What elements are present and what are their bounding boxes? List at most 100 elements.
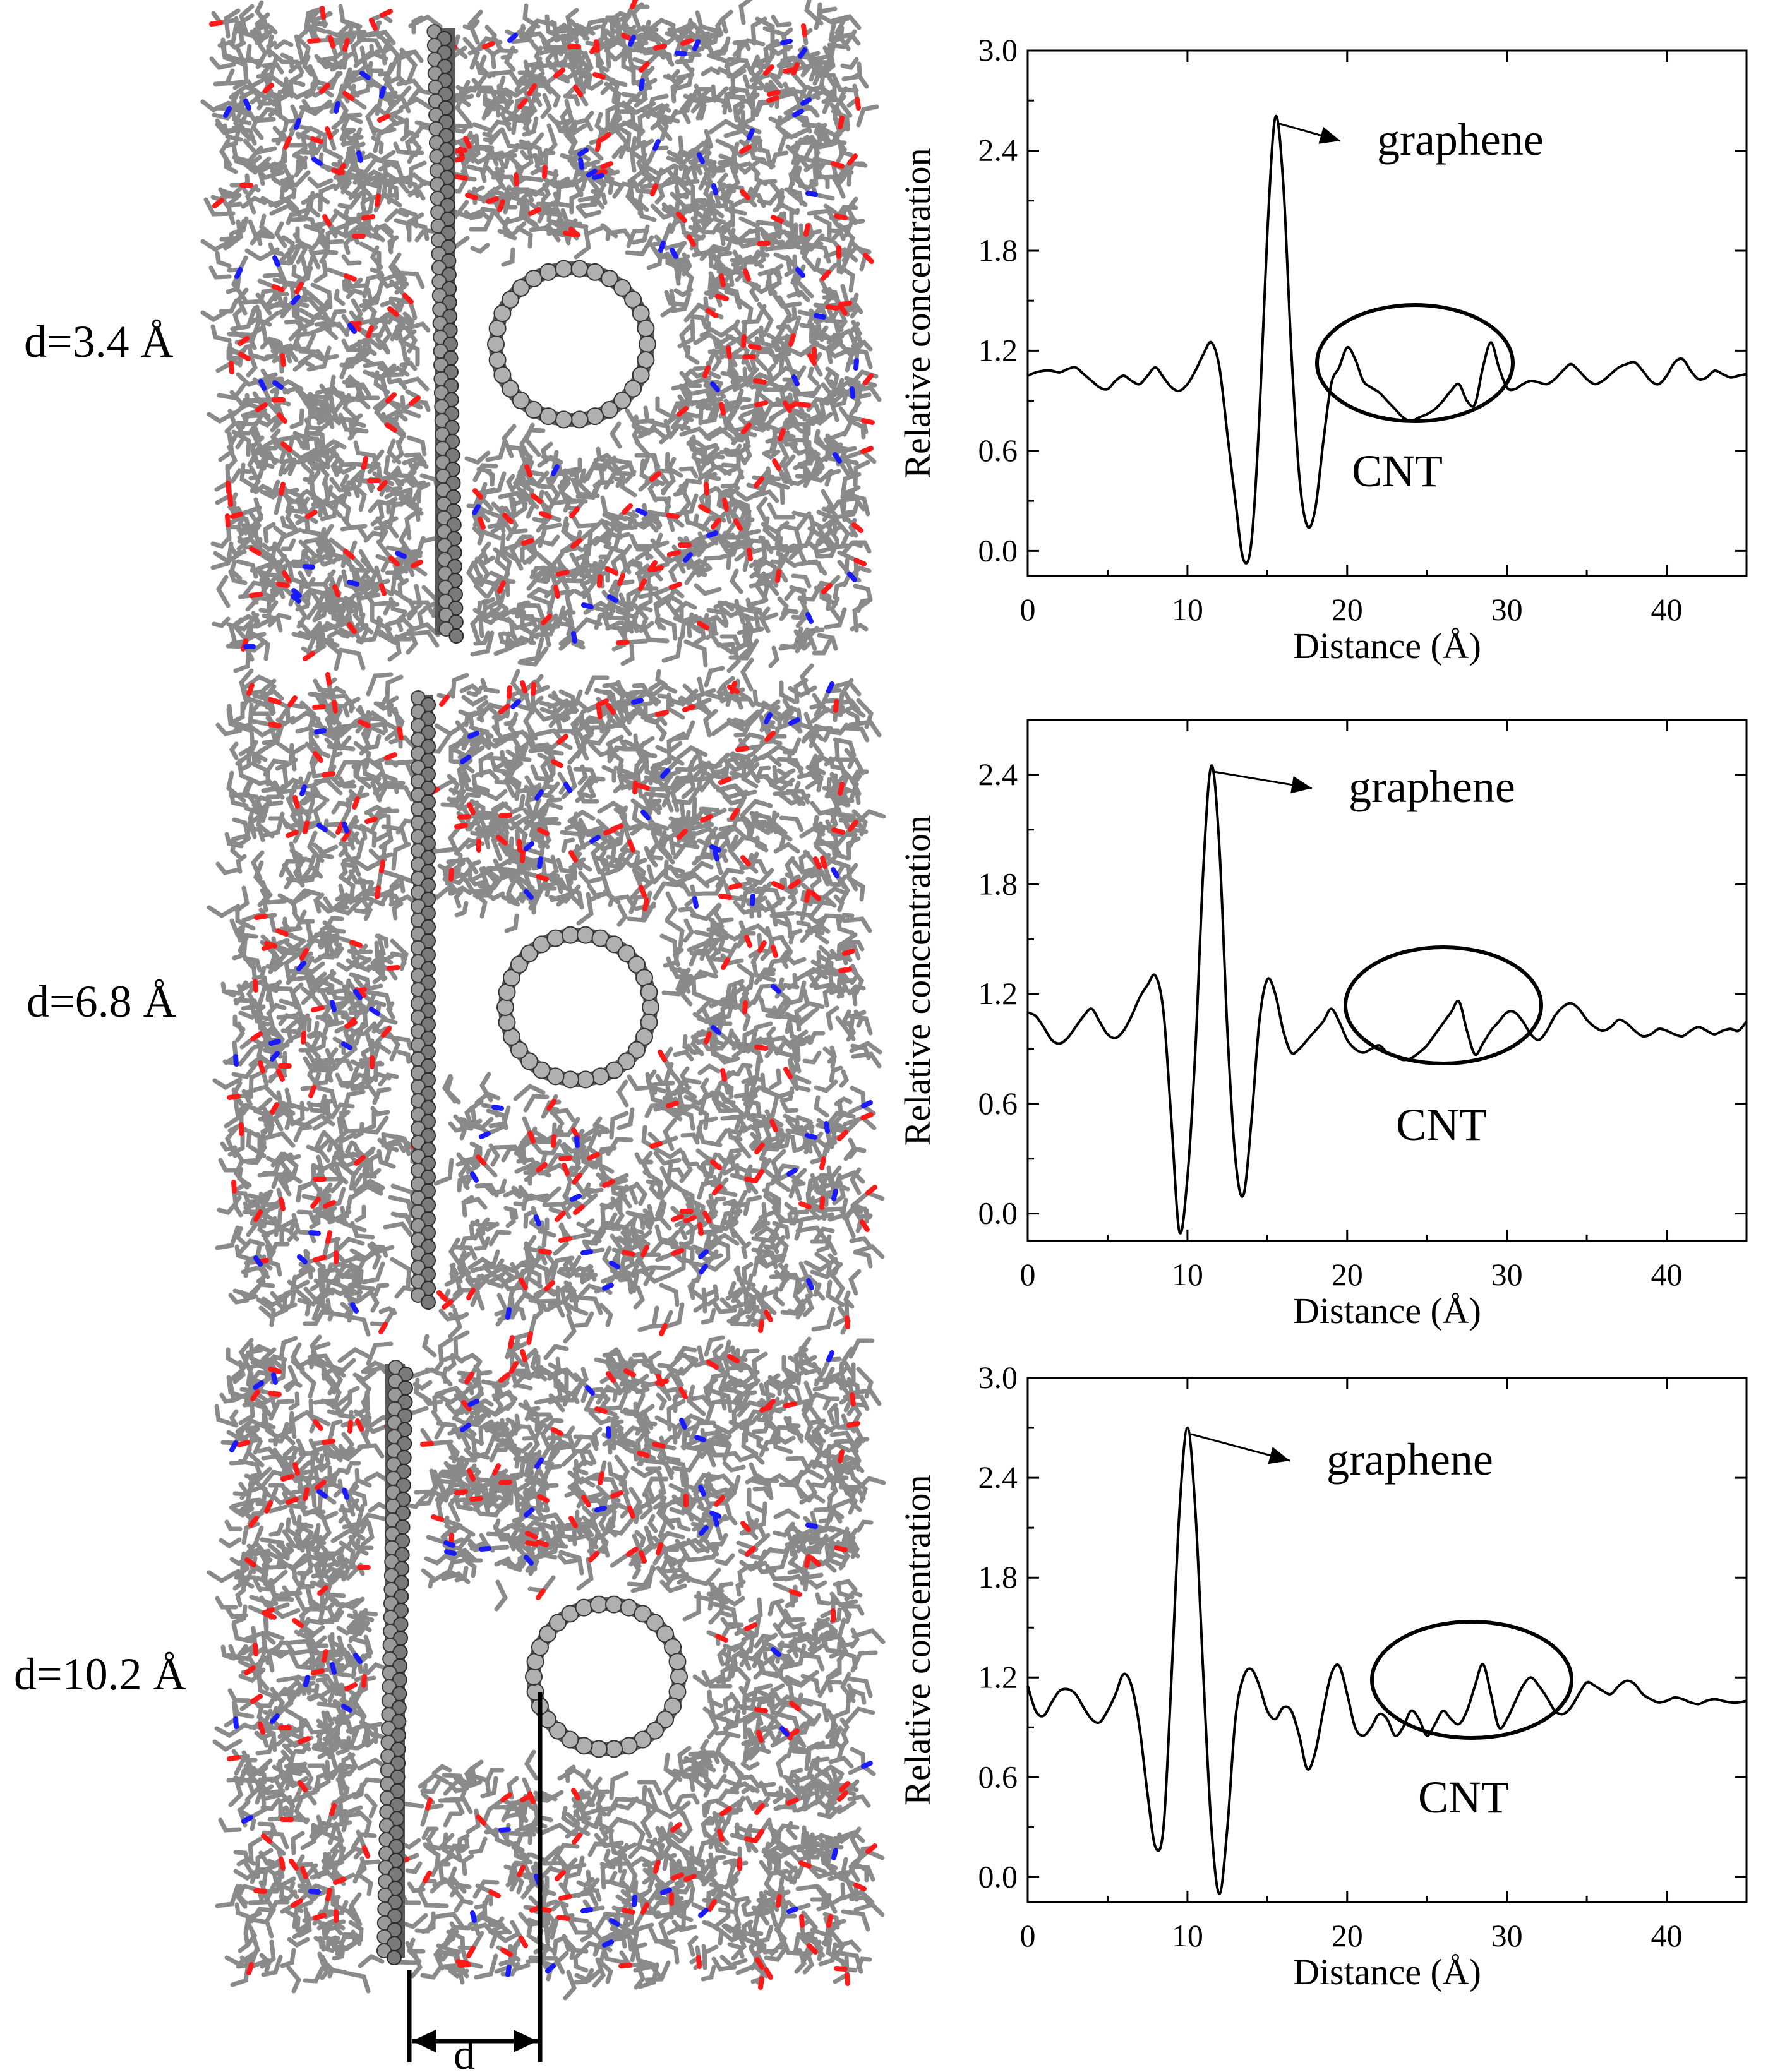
nanotube-atom	[632, 366, 650, 384]
nanotube-atom	[538, 1625, 556, 1643]
nanotube-atom	[624, 380, 642, 398]
graphene-arrowhead	[1318, 126, 1340, 144]
nanotube-atom	[668, 1653, 687, 1671]
cnt-highlight-ellipse	[1315, 303, 1515, 423]
y-tick-label: 2.4	[978, 757, 1018, 792]
nanotube-atom	[646, 1722, 664, 1740]
md-snapshot-d10.2	[207, 1330, 886, 2001]
x-tick-label: 0	[1020, 592, 1036, 627]
y-tick-label: 1.8	[978, 232, 1018, 268]
nanotube-atom	[577, 1070, 595, 1089]
nanotube-atom	[555, 410, 573, 429]
nanotube-atom	[501, 290, 519, 309]
nanotube-atom	[561, 1730, 579, 1749]
panel-label-bottom: d=10.2 Å	[14, 1649, 186, 1699]
y-tick-label: 1.2	[978, 976, 1018, 1011]
x-tick-label: 30	[1491, 1918, 1523, 1953]
plot-frame	[1026, 719, 1748, 1242]
scale-bar-left-arrowhead	[412, 2030, 436, 2052]
nanotube-atom	[512, 392, 530, 410]
y-tick-label: 0.6	[978, 1759, 1018, 1794]
nanotube-atom	[549, 1614, 567, 1632]
nanotube-atom	[525, 270, 543, 288]
graphene-sheet	[411, 690, 436, 1310]
graphene-atom	[421, 1295, 436, 1310]
y-tick-label: 1.2	[978, 332, 1018, 368]
x-tick-label: 10	[1172, 1257, 1203, 1292]
nanotube-atom	[549, 1722, 567, 1740]
x-tick-label: 20	[1332, 1918, 1363, 1953]
graphene-arrowhead	[1290, 776, 1312, 794]
x-axis-label: Distance (Å)	[1293, 1290, 1481, 1331]
carbon-nanotube	[487, 260, 656, 429]
y-tick-label: 2.4	[978, 1459, 1018, 1495]
nanotube-atom	[539, 263, 557, 281]
nanotube-atom	[488, 350, 507, 369]
y-tick-label: 1.8	[978, 866, 1018, 902]
concentration-curve	[1027, 114, 1747, 565]
nanotube-atom	[561, 926, 579, 944]
nanotube-atom	[617, 944, 635, 962]
y-axis-label: Relative concentration	[897, 815, 938, 1146]
nanotube-atom	[634, 1605, 652, 1623]
nanotube-atom	[670, 1668, 688, 1686]
nanotube-atom	[493, 366, 512, 384]
graphene-atom	[386, 1950, 402, 1965]
carbon-nanotube	[525, 1595, 688, 1758]
nanotube-atom	[498, 1013, 516, 1031]
panel-label-middle: d=6.8 Å	[27, 976, 176, 1027]
y-tick-label: 3.0	[978, 32, 1018, 68]
x-tick-label: 40	[1651, 1918, 1683, 1953]
concentration-curve	[1026, 1426, 1747, 1895]
graphene-sheet	[426, 24, 464, 644]
distance-scale-bar	[407, 1692, 543, 2062]
nanotube-atom	[555, 260, 573, 278]
nanotube-atom	[640, 983, 658, 1002]
y-tick-label: 2.4	[978, 132, 1018, 167]
x-tick-label: 20	[1332, 592, 1363, 627]
nanotube-atom	[586, 407, 604, 426]
nanotube-atom	[531, 1638, 549, 1656]
nanotube-atom	[570, 260, 589, 278]
nitrogen-bonds	[229, 1350, 873, 1977]
concentration-chart-top: 0 10 20 30 40 0.0 0.6 1.2 1.8 2.4 3.0 Distance (Å) R…	[897, 32, 1748, 666]
x-tick-label: 30	[1491, 1257, 1523, 1292]
nanotube-atom	[642, 998, 659, 1016]
nanotube-atom	[510, 955, 528, 974]
nanotube-atom	[605, 1740, 623, 1758]
nanotube-atom	[512, 278, 530, 297]
nanotube-atom	[620, 1737, 638, 1755]
annotation-graphene: graphene	[1377, 114, 1544, 165]
y-tick-label: 0.0	[978, 1195, 1018, 1231]
oxygen-bonds	[227, 1335, 877, 1990]
nanotube-atom	[637, 350, 655, 369]
concentration-curve	[1027, 764, 1748, 1235]
nanotube-atom	[605, 935, 623, 954]
x-tick-label: 20	[1332, 1257, 1363, 1292]
nanotube-atom	[493, 304, 512, 323]
x-tick-label: 40	[1651, 1257, 1683, 1292]
nanotube-atom	[488, 320, 507, 338]
concentration-chart-bottom: 0 10 20 30 40 0.0 0.6 1.2 1.8 2.4 3.0 Distance (Å) R…	[897, 1360, 1748, 1992]
nanotube-atom	[613, 392, 632, 410]
nanotube-atom	[628, 955, 646, 974]
annotation-graphene: graphene	[1349, 762, 1515, 812]
oxygen-bonds	[227, 672, 877, 1345]
x-tick-label: 0	[1020, 1257, 1036, 1292]
nanotube-atom	[525, 1668, 543, 1686]
nanotube-atom	[632, 304, 650, 323]
y-axis-label: Relative concentration	[897, 1475, 938, 1805]
plot-frame	[1026, 49, 1748, 577]
nanotube-atom	[637, 320, 655, 338]
y-axis-label: Relative concentration	[897, 148, 938, 478]
x-axis-label: Distance (Å)	[1293, 1951, 1481, 1992]
nanotube-atom	[502, 969, 520, 987]
x-tick-label: 30	[1491, 592, 1523, 627]
nanotube-atom	[577, 926, 595, 944]
nanotube-atom	[586, 263, 604, 281]
nanotube-atom	[510, 1041, 528, 1059]
nanotube-atom	[605, 1595, 623, 1614]
nitrogen-bonds	[233, 681, 873, 1320]
cnt-highlight-ellipse	[1344, 945, 1543, 1065]
